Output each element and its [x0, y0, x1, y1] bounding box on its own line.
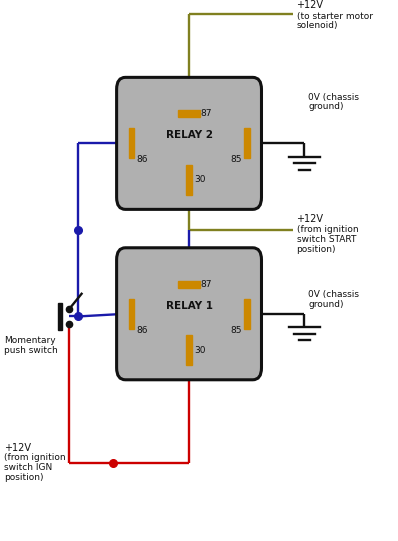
FancyBboxPatch shape — [117, 248, 261, 380]
Text: +12V: +12V — [4, 443, 31, 453]
Text: 30: 30 — [195, 175, 206, 184]
Text: (from ignition: (from ignition — [4, 453, 66, 462]
Text: 87: 87 — [200, 280, 212, 289]
Text: position): position) — [4, 473, 43, 481]
Text: Momentary: Momentary — [4, 337, 56, 345]
Text: RELAY 1: RELAY 1 — [166, 301, 213, 311]
Text: 85: 85 — [230, 326, 242, 334]
Bar — [178, 110, 200, 117]
Text: position): position) — [297, 245, 336, 254]
Text: 86: 86 — [136, 326, 148, 334]
Text: +12V: +12V — [297, 1, 324, 10]
Text: +12V: +12V — [297, 214, 324, 224]
Text: (from ignition: (from ignition — [297, 226, 358, 234]
Bar — [58, 303, 62, 330]
Text: 87: 87 — [200, 109, 212, 118]
FancyBboxPatch shape — [117, 77, 261, 209]
Bar — [244, 299, 250, 329]
Text: (to starter motor: (to starter motor — [297, 12, 373, 21]
Text: 0V (chassis: 0V (chassis — [308, 93, 359, 102]
Bar — [129, 128, 134, 158]
Bar — [129, 299, 134, 329]
Text: ground): ground) — [308, 300, 344, 308]
Text: push switch: push switch — [4, 346, 58, 354]
Bar — [186, 165, 192, 195]
Text: switch START: switch START — [297, 235, 356, 244]
Text: 86: 86 — [136, 155, 148, 164]
Bar — [244, 128, 250, 158]
Text: 30: 30 — [195, 346, 206, 355]
Text: solenoid): solenoid) — [297, 22, 338, 30]
Text: 0V (chassis: 0V (chassis — [308, 291, 359, 299]
Text: ground): ground) — [308, 102, 344, 111]
Bar — [186, 335, 192, 365]
Bar — [178, 281, 200, 288]
Text: switch IGN: switch IGN — [4, 463, 52, 472]
Text: 85: 85 — [230, 155, 242, 164]
Text: RELAY 2: RELAY 2 — [166, 130, 213, 140]
